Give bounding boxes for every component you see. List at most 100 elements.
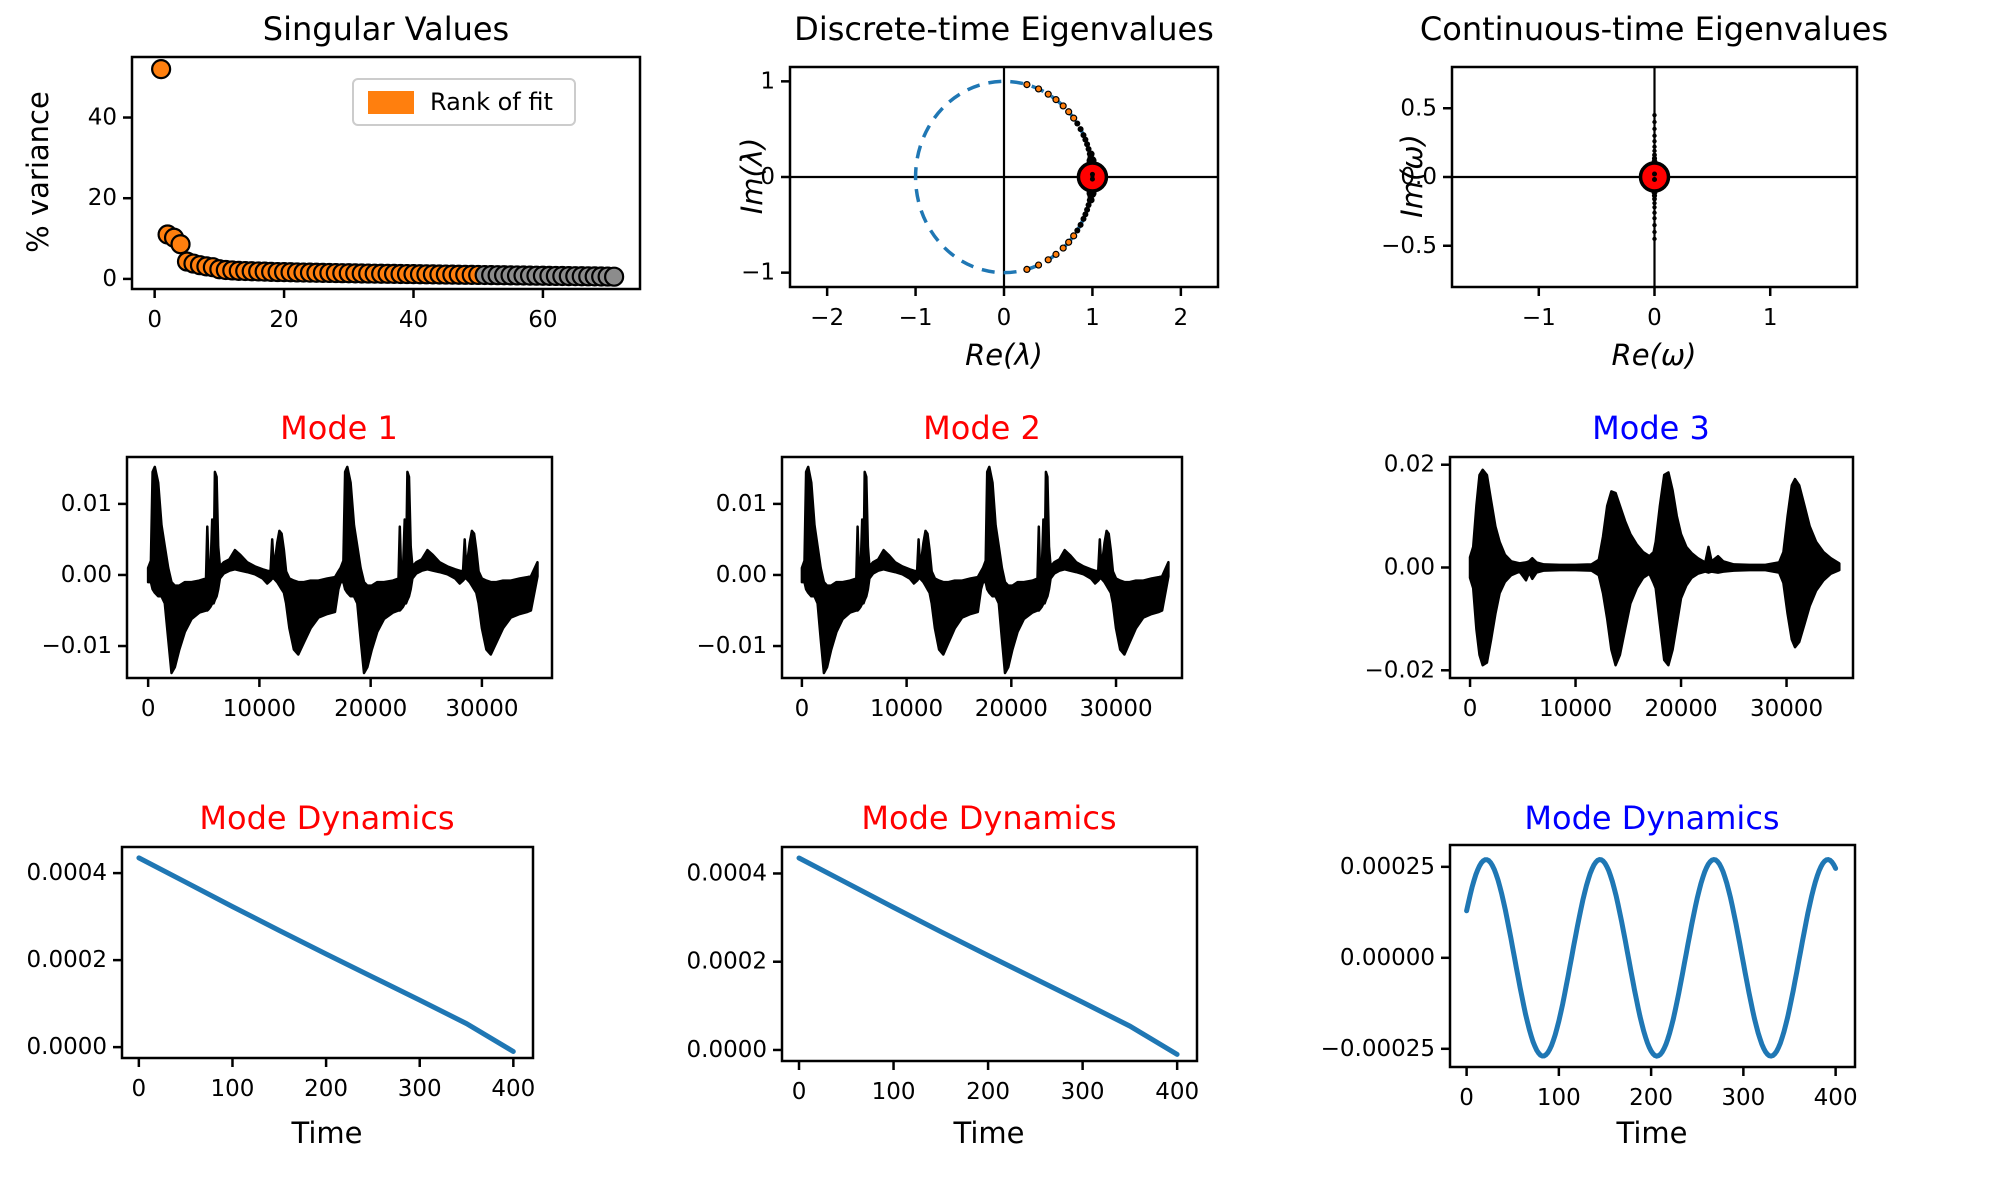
singular-values-title: Singular Values (262, 10, 510, 48)
mode-1-data (146, 465, 539, 675)
discrete-eigenvalues-ytick: 0 (760, 164, 775, 190)
continuous-eigenvalues-xtick: 1 (1763, 305, 1778, 331)
mode-2-plot: 0 10000 20000 30000 −0.01 0.00 0.01 (697, 455, 1184, 722)
singular-values-xtick: 40 (399, 307, 428, 333)
mode-3-title: Mode 3 (1592, 409, 1710, 447)
mode-dynamics-3-title: Mode Dynamics (1524, 799, 1780, 837)
mode-2-xtick: 30000 (1079, 696, 1152, 722)
discrete-eigenvalues-xlabel: Re(λ) (965, 338, 1043, 372)
mode-dynamics-2-xtick: 400 (1155, 1079, 1199, 1105)
mode-dynamics-3-xtick: 300 (1721, 1085, 1765, 1111)
mode-dynamics-1-xtick: 100 (211, 1076, 255, 1102)
singular-values-xtick: 60 (528, 307, 557, 333)
mode-dynamics-1-plot: 0 100 200 300 400 0.0000 0.0002 0.0004 (27, 845, 535, 1102)
continuous-eigenvalues-xtick: 0 (1647, 305, 1662, 331)
mode-dynamics-2-xtick: 300 (1061, 1079, 1105, 1105)
continuous-eigenvalues-xlabel: Re(ω) (1611, 338, 1697, 372)
continuous-eigenvalues-ytick: −0.5 (1381, 233, 1437, 259)
mode-2-ytick: −0.01 (697, 633, 767, 659)
singular-values-ytick: 40 (88, 105, 117, 131)
continuous-eigenvalues-plot: −1 0 1 −0.5 0.0 0.5 (1381, 65, 1859, 331)
mode-dynamics-1-data (136, 855, 516, 1054)
mode-3-data (1468, 468, 1841, 667)
mode-2-xtick: 20000 (975, 696, 1048, 722)
mode-3-plot: 0 10000 20000 30000 −0.02 0.00 0.02 (1365, 452, 1855, 722)
singular-values-ytick: 0 (102, 266, 117, 292)
discrete-eigenvalues-xtick: 1 (1085, 305, 1100, 331)
mode-2-xtick: 0 (795, 696, 810, 722)
mode-dynamics-1-xtick: 0 (132, 1076, 147, 1102)
mode-3-xtick: 20000 (1644, 696, 1717, 722)
mode-1-ytick: −0.01 (42, 633, 112, 659)
singular-values-xtick: 20 (269, 307, 298, 333)
mode-dynamics-2-xtick: 100 (872, 1079, 916, 1105)
discrete-eigenvalues-title: Discrete-time Eigenvalues (794, 10, 1214, 48)
discrete-eigenvalues-ytick: −1 (741, 260, 775, 286)
mode-dynamics-2-ytick: 0.0002 (687, 949, 767, 975)
mode-3-ytick: −0.02 (1365, 657, 1435, 683)
mode-dynamics-3-xtick: 200 (1629, 1085, 1673, 1111)
mode-dynamics-2-ytick: 0.0004 (687, 860, 767, 886)
mode-2-xtick: 10000 (870, 696, 943, 722)
mode-1-title: Mode 1 (280, 409, 398, 447)
singular-values-plot: 0 20 40 60 0 20 40 (88, 55, 642, 333)
mode-dynamics-1-ytick: 0.0004 (27, 860, 107, 886)
discrete-eigenvalues-xtick: −2 (810, 305, 844, 331)
mode-dynamics-2-title: Mode Dynamics (861, 799, 1117, 837)
discrete-eigenvalues-ylabel: Im(λ) (735, 137, 769, 215)
mode-1-xtick: 10000 (223, 696, 296, 722)
discrete-eigenvalues-xtick: 0 (997, 305, 1012, 331)
discrete-eigenvalues-xtick: 2 (1174, 305, 1189, 331)
mode-dynamics-2-xlabel: Time (953, 1116, 1025, 1150)
mode-dynamics-3-ytick: 0.00000 (1340, 945, 1435, 971)
mode-dynamics-3-ytick: 0.00025 (1340, 854, 1435, 880)
singular-values-ylabel: % variance (21, 91, 55, 253)
mode-1-xtick: 0 (141, 696, 156, 722)
mode-dynamics-2-data (796, 855, 1180, 1057)
mode-dynamics-2-xtick: 200 (966, 1079, 1010, 1105)
mode-dynamics-3-ytick: −0.00025 (1321, 1036, 1435, 1062)
mode-dynamics-1-title: Mode Dynamics (199, 799, 455, 837)
mode-dynamics-1-xtick: 200 (304, 1076, 348, 1102)
mode-2-ytick: 0.01 (716, 491, 767, 517)
mode-1-xtick: 20000 (334, 696, 407, 722)
mode-1-xtick: 30000 (445, 696, 518, 722)
mode-3-xtick: 0 (1463, 696, 1478, 722)
continuous-eigenvalues-data (1452, 67, 1857, 287)
mode-dynamics-3-plot: 0 100 200 300 400 −0.00025 0.00000 0.00025 (1321, 843, 1858, 1111)
mode-dynamics-2-plot: 0 100 200 300 400 0.0000 0.0002 0.0004 (687, 845, 1199, 1105)
discrete-eigenvalues-data (790, 67, 1218, 287)
mode-dynamics-3-xlabel: Time (1616, 1116, 1688, 1150)
mode-1-plot: 0 10000 20000 30000 −0.01 0.00 0.01 (42, 455, 554, 722)
mode-3-xtick: 10000 (1539, 696, 1612, 722)
mode-2-ytick: 0.00 (716, 562, 767, 588)
mode-2-data (800, 465, 1170, 675)
mode-1-ytick: 0.01 (61, 491, 112, 517)
legend: Rank of fit (352, 78, 576, 126)
continuous-eigenvalues-ytick: 0.5 (1400, 95, 1437, 121)
mode-dynamics-1-ytick: 0.0002 (27, 947, 107, 973)
mode-dynamics-1-ytick: 0.0000 (27, 1034, 107, 1060)
singular-values-ytick: 20 (88, 185, 117, 211)
mode-3-xtick: 30000 (1750, 696, 1823, 722)
continuous-eigenvalues-title: Continuous-time Eigenvalues (1419, 10, 1889, 48)
mode-dynamics-2-ytick: 0.0000 (687, 1037, 767, 1063)
mode-dynamics-1-xtick: 400 (491, 1076, 535, 1102)
mode-dynamics-3-xtick: 100 (1537, 1085, 1581, 1111)
discrete-eigenvalues-ytick: 1 (760, 68, 775, 94)
legend-patch (368, 90, 414, 114)
mode-dynamics-3-xtick: 400 (1814, 1085, 1858, 1111)
mode-1-ytick: 0.00 (61, 562, 112, 588)
discrete-eigenvalues-plot: −2 −1 0 1 2 −1 0 1 (741, 65, 1220, 331)
mode-3-ytick: 0.00 (1384, 555, 1435, 581)
singular-values-data (151, 59, 625, 287)
mode-dynamics-3-xtick: 0 (1459, 1085, 1474, 1111)
continuous-eigenvalues-ytick: 0.0 (1400, 164, 1437, 190)
continuous-eigenvalues-ylabel: Im(ω) (1395, 134, 1429, 218)
mode-dynamics-2-xtick: 0 (792, 1079, 807, 1105)
continuous-eigenvalues-xtick: −1 (1522, 305, 1556, 331)
mode-dynamics-1-xlabel: Time (291, 1116, 363, 1150)
mode-2-title: Mode 2 (923, 409, 1041, 447)
